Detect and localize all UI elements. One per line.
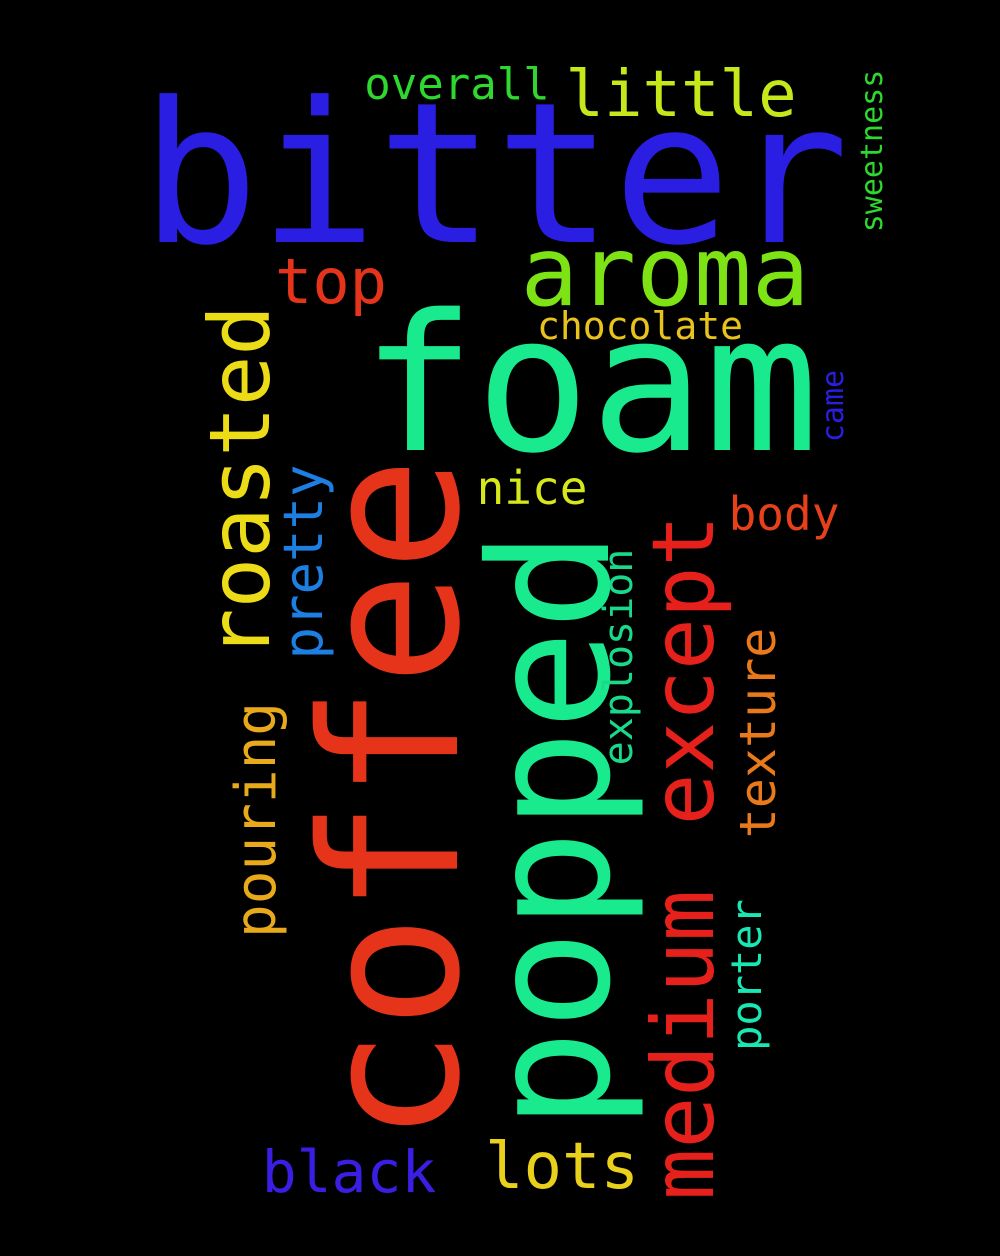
word-overall: overall <box>364 59 550 110</box>
word-pouring: pouring <box>224 701 289 939</box>
word-top: top <box>275 245 387 318</box>
word-porter: porter <box>722 899 771 1051</box>
word-bitter: bitter <box>140 61 850 289</box>
word-chocolate: chocolate <box>537 304 743 348</box>
word-little: little <box>565 58 797 132</box>
word-aroma: aroma <box>520 216 810 328</box>
word-lots: lots <box>484 1130 640 1204</box>
word-came: came <box>816 369 851 443</box>
word-sweetness: sweetness <box>855 69 890 233</box>
word-body: body <box>728 487 840 541</box>
word-roasted: roasted <box>191 304 289 660</box>
word-medium: medium <box>634 889 734 1201</box>
word-explosion: explosion <box>596 548 642 766</box>
word-black: black <box>261 1138 437 1206</box>
word-pretty: pretty <box>272 464 335 660</box>
word-texture: texture <box>729 627 787 839</box>
word-foam: foam <box>361 274 819 495</box>
word-nice: nice <box>476 461 588 515</box>
word-except: except <box>634 514 734 826</box>
